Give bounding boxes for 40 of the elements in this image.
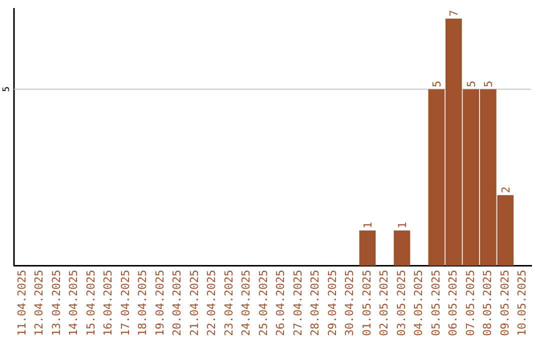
x-tick-label: 16.04.2025 (102, 270, 115, 336)
x-tick-label: 10.05.2025 (516, 270, 529, 336)
x-tick-label: 27.04.2025 (291, 270, 304, 336)
x-tick-label: 21.04.2025 (188, 270, 201, 336)
x-tick-label: 09.05.2025 (498, 270, 512, 336)
x-tick-label: 29.04.2025 (326, 270, 339, 336)
x-tick-label: 08.05.2025 (481, 270, 494, 336)
x-tick-label: 14.04.2025 (67, 270, 80, 336)
bar (394, 230, 410, 266)
x-tick-label: 06.05.2025 (446, 270, 460, 336)
x-tick-label: 20.04.2025 (170, 270, 184, 336)
bar (359, 230, 376, 266)
x-tick-label: 05.05.2025 (429, 270, 442, 336)
x-tick-label: 28.04.2025 (308, 270, 322, 336)
x-tick-label: 26.04.2025 (274, 270, 288, 336)
x-tick-label: 24.04.2025 (240, 270, 253, 336)
x-tick-label: 13.04.2025 (50, 270, 63, 336)
x-tick-label: 01.05.2025 (360, 270, 374, 336)
data-label: 5 (482, 80, 496, 88)
data-label: 7 (448, 10, 461, 17)
data-label: 1 (396, 222, 409, 228)
x-tick-label: 18.04.2025 (136, 270, 150, 336)
x-tick-label: 17.04.2025 (118, 270, 132, 336)
data-label: 5 (464, 80, 478, 88)
x-tick-label: 25.04.2025 (256, 270, 270, 336)
x-tick-label: 23.04.2025 (222, 270, 236, 336)
x-tick-label: 11.04.2025 (15, 270, 28, 336)
x-tick-label: 15.04.2025 (84, 270, 98, 336)
x-tick-label: 07.05.2025 (464, 270, 477, 336)
data-label: 2 (499, 186, 512, 194)
x-tick-label: 03.05.2025 (394, 270, 408, 336)
x-tick-label: 04.05.2025 (412, 270, 426, 336)
x-tick-label: 12.04.2025 (32, 270, 46, 336)
data-label: 5 (430, 80, 444, 88)
x-tick-label: 22.04.2025 (205, 270, 218, 336)
data-label: 1 (361, 222, 374, 228)
ref-line-label: 5 (2, 86, 12, 92)
x-tick-label: 30.04.2025 (343, 270, 356, 336)
x-tick-label: 19.04.2025 (153, 270, 166, 336)
x-tick-label: 02.05.2025 (378, 270, 391, 336)
